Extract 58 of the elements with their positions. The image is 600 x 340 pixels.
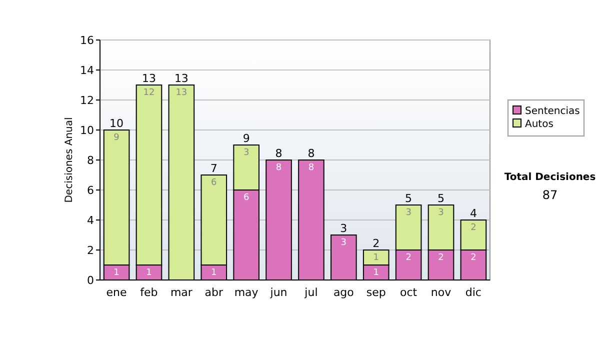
data-label: 3 [243, 148, 250, 158]
total-label: 13 [142, 72, 156, 85]
legend-label: Autos [525, 119, 554, 130]
data-label: 2 [406, 253, 412, 263]
y-tick-label: 10 [80, 124, 94, 137]
total-label: 8 [308, 147, 315, 160]
data-label: 1 [373, 253, 379, 263]
data-label: 2 [470, 253, 476, 263]
data-label: 8 [276, 163, 282, 173]
total-label: 7 [210, 162, 218, 175]
x-tick-label: dic [465, 286, 482, 299]
x-tick-label: ene [106, 286, 128, 299]
y-tick-label: 4 [87, 214, 94, 227]
data-label: 2 [438, 253, 444, 263]
text: Total Decisiones [504, 172, 596, 183]
data-label: 12 [143, 88, 155, 98]
total-label: 9 [242, 132, 250, 145]
y-axis-title: Decisiones Anual [64, 117, 75, 203]
data-label: 6 [211, 178, 218, 188]
total-label: 4 [470, 207, 477, 220]
data-label: 13 [176, 88, 188, 98]
x-tick-label: jun [269, 286, 288, 299]
x-tick-label: mar [170, 286, 193, 299]
total-label: 2 [372, 237, 380, 250]
y-tick-label: 16 [80, 34, 94, 47]
data-label: 1 [114, 268, 120, 278]
total-label: 3 [340, 222, 348, 235]
x-tick-label: sep [366, 286, 386, 299]
data-label: 3 [438, 208, 444, 218]
text: 87 [542, 188, 558, 202]
total-label: 10 [110, 117, 124, 130]
data-label: 3 [340, 238, 347, 248]
total-label: 5 [438, 192, 445, 205]
x-tick-label: ago [333, 286, 354, 299]
y-tick-label: 12 [80, 94, 94, 107]
data-label: 3 [406, 208, 412, 218]
data-label: 1 [373, 268, 379, 278]
data-label: 6 [243, 193, 250, 203]
total-label: 13 [174, 72, 188, 85]
data-label: 8 [308, 163, 314, 173]
data-label: 9 [114, 133, 120, 143]
x-tick-label: jul [304, 286, 318, 299]
y-tick-label: 8 [87, 154, 94, 167]
data-label: 1 [211, 268, 217, 278]
x-tick-label: oct [400, 286, 418, 299]
data-label: 2 [470, 223, 476, 233]
x-tick-label: nov [430, 286, 452, 299]
y-tick-label: 14 [80, 64, 94, 77]
y-tick-label: 2 [87, 244, 94, 257]
y-tick-label: 0 [87, 274, 94, 287]
x-tick-label: feb [140, 286, 158, 299]
y-tick-label: 6 [87, 184, 94, 197]
data-label: 1 [146, 268, 152, 278]
legend-label: Sentencias [525, 106, 580, 117]
total-label: 5 [405, 192, 412, 205]
x-tick-label: abr [204, 286, 224, 299]
x-tick-label: may [234, 286, 259, 299]
total-label: 8 [275, 147, 282, 160]
